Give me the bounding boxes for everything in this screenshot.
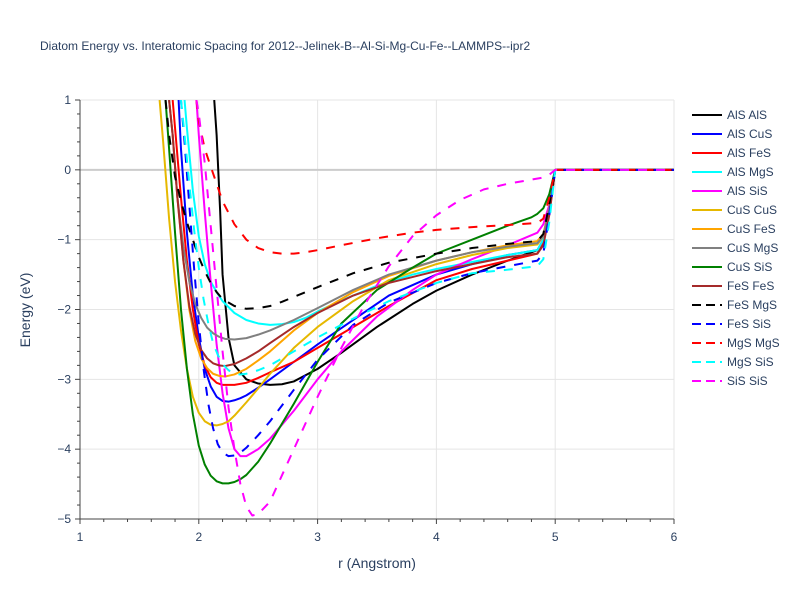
- legend: AlS AlS AlS CuS AlS FeS AlS MgS AlS SiS CuS C…: [692, 108, 780, 388]
- legend-label: AlS AlS: [727, 108, 767, 122]
- legend-label: AlS CuS: [727, 127, 772, 141]
- y-tick-label: −3: [57, 372, 71, 386]
- series-line-als-sis: [195, 100, 674, 458]
- x-tick-label: 3: [314, 530, 321, 544]
- legend-label: AlS FeS: [727, 146, 771, 160]
- series-line-mgs-sis: [179, 100, 674, 376]
- y-tick-label: 0: [64, 163, 71, 177]
- legend-item[interactable]: MgS MgS: [692, 336, 780, 350]
- x-tick-label: 5: [552, 530, 559, 544]
- series-line-fes-sis: [179, 100, 674, 458]
- y-tick-label: −4: [57, 442, 71, 456]
- legend-item[interactable]: CuS FeS: [692, 222, 776, 236]
- legend-label: CuS CuS: [727, 203, 777, 217]
- y-tick-label: −2: [57, 303, 71, 317]
- legend-label: FeS FeS: [727, 279, 774, 293]
- legend-label: FeS MgS: [727, 298, 777, 312]
- legend-item[interactable]: FeS FeS: [692, 279, 774, 293]
- y-tick-label: −1: [57, 233, 71, 247]
- legend-label: AlS MgS: [727, 165, 774, 179]
- legend-label: SiS SiS: [727, 374, 768, 388]
- legend-item[interactable]: AlS CuS: [692, 127, 772, 141]
- legend-item[interactable]: AlS FeS: [692, 146, 771, 160]
- x-tick-label: 4: [433, 530, 440, 544]
- tick-labels: 1 2 3 4 5 6 −5 −4 −3 −2 −1 0 1: [57, 93, 677, 544]
- legend-item[interactable]: CuS MgS: [692, 241, 778, 255]
- y-axis-title: Energy (eV): [17, 273, 33, 348]
- x-axis-title: r (Angstrom): [338, 555, 416, 571]
- legend-label: MgS MgS: [727, 336, 780, 350]
- legend-item[interactable]: CuS SiS: [692, 260, 772, 274]
- legend-label: CuS SiS: [727, 260, 772, 274]
- legend-item[interactable]: FeS SiS: [692, 317, 771, 331]
- series-line-fes-mgs: [164, 100, 674, 310]
- x-tick-label: 1: [77, 530, 84, 544]
- legend-item[interactable]: MgS SiS: [692, 355, 774, 369]
- series-line-als-mgs: [183, 100, 674, 326]
- x-tick-label: 2: [195, 530, 202, 544]
- legend-item[interactable]: FeS MgS: [692, 298, 777, 312]
- y-tick-label: 1: [64, 93, 71, 107]
- series-line-sis-sis: [195, 100, 674, 517]
- legend-item[interactable]: SiS SiS: [692, 374, 768, 388]
- chart-title: Diatom Energy vs. Interatomic Spacing fo…: [40, 39, 530, 53]
- legend-label: CuS MgS: [727, 241, 778, 255]
- legend-label: CuS FeS: [727, 222, 776, 236]
- series-lines: [158, 100, 674, 517]
- legend-item[interactable]: AlS SiS: [692, 184, 768, 198]
- legend-item[interactable]: AlS AlS: [692, 108, 767, 122]
- legend-item[interactable]: CuS CuS: [692, 203, 777, 217]
- legend-label: MgS SiS: [727, 355, 774, 369]
- series-line-cus-mgs: [168, 100, 674, 341]
- series-line-fes-fes: [168, 100, 674, 368]
- series-line-cus-sis: [164, 100, 674, 485]
- legend-label: AlS SiS: [727, 184, 768, 198]
- axes: [75, 99, 675, 524]
- legend-label: FeS SiS: [727, 317, 771, 331]
- y-tick-label: −5: [57, 512, 71, 526]
- x-tick-label: 6: [671, 530, 678, 544]
- legend-item[interactable]: AlS MgS: [692, 165, 774, 179]
